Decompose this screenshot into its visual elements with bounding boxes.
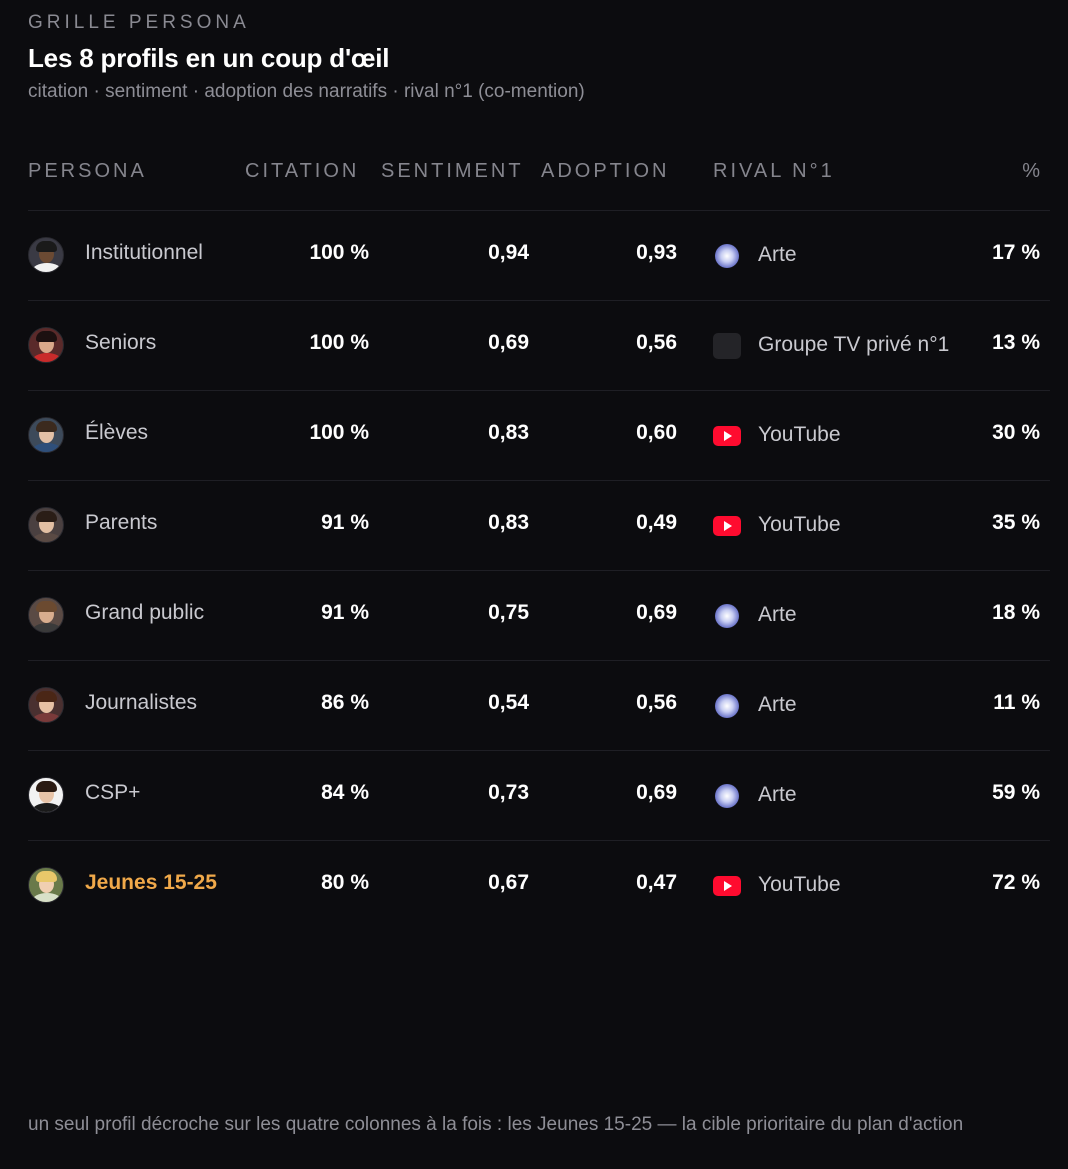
table-row: Jeunes 15-25 80 % 0,67 0,47 YouTube 72 % bbox=[28, 841, 1050, 930]
rival-share-value: 11 % bbox=[993, 691, 1040, 714]
rival-name: Groupe TV privé n°1 bbox=[758, 333, 950, 356]
citation-value: 100 % bbox=[309, 241, 369, 264]
adoption-value: 0,56 bbox=[636, 331, 677, 354]
adoption-value: 0,56 bbox=[636, 691, 677, 714]
citation-value: 91 % bbox=[321, 511, 369, 534]
column-header-percent: % bbox=[1022, 160, 1040, 182]
table-header: PERSONA CITATION SENTIMENT ADOPTION RIVA… bbox=[28, 152, 1050, 211]
table-row: Institutionnel 100 % 0,94 0,93 Arte 17 % bbox=[28, 211, 1050, 301]
persona-name: Journalistes bbox=[85, 691, 198, 714]
arte-globe-icon bbox=[713, 243, 741, 269]
table-row: Élèves 100 % 0,83 0,60 YouTube 30 % bbox=[28, 391, 1050, 481]
persona-avatar bbox=[28, 777, 64, 813]
rival-name: Arte bbox=[758, 693, 797, 716]
sentiment-value: 0,75 bbox=[488, 601, 529, 624]
table-row: Journalistes 86 % 0,54 0,56 Arte 11 % bbox=[28, 661, 1050, 751]
adoption-value: 0,93 bbox=[636, 241, 677, 264]
persona-name: Élèves bbox=[85, 421, 149, 444]
rival-share-value: 17 % bbox=[992, 241, 1040, 264]
sentiment-value: 0,83 bbox=[488, 421, 529, 444]
rival-name: Arte bbox=[758, 243, 797, 266]
rival-name: YouTube bbox=[758, 513, 841, 536]
arte-globe-icon bbox=[713, 603, 741, 629]
adoption-value: 0,69 bbox=[636, 601, 677, 624]
rival-name: Arte bbox=[758, 603, 797, 626]
column-header-citation: CITATION bbox=[245, 160, 360, 182]
persona-avatar bbox=[28, 507, 64, 543]
footer-note: un seul profil décroche sur les quatre c… bbox=[28, 1114, 964, 1135]
column-header-adoption: ADOPTION bbox=[541, 160, 670, 182]
rival-share-value: 18 % bbox=[992, 601, 1040, 624]
citation-value: 100 % bbox=[309, 421, 369, 444]
sentiment-value: 0,94 bbox=[488, 241, 529, 264]
persona-avatar bbox=[28, 327, 64, 363]
adoption-value: 0,69 bbox=[636, 781, 677, 804]
table-row: Grand public 91 % 0,75 0,69 Arte 18 % bbox=[28, 571, 1050, 661]
sentiment-value: 0,54 bbox=[488, 691, 529, 714]
persona-avatar bbox=[28, 867, 64, 903]
table-row: Seniors 100 % 0,69 0,56 Groupe TV privé n°1 1… bbox=[28, 301, 1050, 391]
persona-avatar bbox=[28, 237, 64, 273]
persona-name: Parents bbox=[85, 511, 158, 534]
rival-share-value: 35 % bbox=[992, 511, 1040, 534]
persona-avatar bbox=[28, 597, 64, 633]
page-subtitle: citation · sentiment · adoption des narr… bbox=[28, 81, 585, 102]
youtube-icon bbox=[713, 423, 741, 449]
youtube-icon bbox=[713, 513, 741, 539]
rival-share-value: 30 % bbox=[992, 421, 1040, 444]
citation-value: 84 % bbox=[321, 781, 369, 804]
rival-name: Arte bbox=[758, 783, 797, 806]
column-header-persona: PERSONA bbox=[28, 160, 147, 182]
table-row: CSP+ 84 % 0,73 0,69 Arte 59 % bbox=[28, 751, 1050, 841]
eyebrow-label: GRILLE PERSONA bbox=[28, 12, 250, 33]
persona-table-body: Institutionnel 100 % 0,94 0,93 Arte 17 % Senio… bbox=[28, 211, 1050, 930]
citation-value: 80 % bbox=[321, 871, 369, 894]
table-row: Parents 91 % 0,83 0,49 YouTube 35 % bbox=[28, 481, 1050, 571]
persona-name: Jeunes 15-25 bbox=[85, 871, 217, 894]
rival-name: YouTube bbox=[758, 873, 841, 896]
adoption-value: 0,60 bbox=[636, 421, 677, 444]
persona-avatar bbox=[28, 687, 64, 723]
column-header-rival: RIVAL N°1 bbox=[713, 160, 835, 182]
citation-value: 86 % bbox=[321, 691, 369, 714]
persona-name: Seniors bbox=[85, 331, 157, 354]
arte-globe-icon bbox=[713, 693, 741, 719]
adoption-value: 0,47 bbox=[636, 871, 677, 894]
rival-share-value: 13 % bbox=[992, 331, 1040, 354]
tv-placeholder-icon bbox=[713, 333, 741, 359]
citation-value: 91 % bbox=[321, 601, 369, 624]
persona-name: CSP+ bbox=[85, 781, 141, 804]
youtube-icon bbox=[713, 873, 741, 899]
persona-name: Institutionnel bbox=[85, 241, 203, 264]
rival-share-value: 59 % bbox=[992, 781, 1040, 804]
rival-share-value: 72 % bbox=[992, 871, 1040, 894]
arte-globe-icon bbox=[713, 783, 741, 809]
page-title: Les 8 profils en un coup d'œil bbox=[28, 43, 390, 73]
persona-avatar bbox=[28, 417, 64, 453]
sentiment-value: 0,73 bbox=[488, 781, 529, 804]
sentiment-value: 0,67 bbox=[488, 871, 529, 894]
sentiment-value: 0,83 bbox=[488, 511, 529, 534]
sentiment-value: 0,69 bbox=[488, 331, 529, 354]
rival-name: YouTube bbox=[758, 423, 841, 446]
citation-value: 100 % bbox=[309, 331, 369, 354]
column-header-sentiment: SENTIMENT bbox=[381, 160, 524, 182]
persona-name: Grand public bbox=[85, 601, 205, 624]
adoption-value: 0,49 bbox=[636, 511, 677, 534]
